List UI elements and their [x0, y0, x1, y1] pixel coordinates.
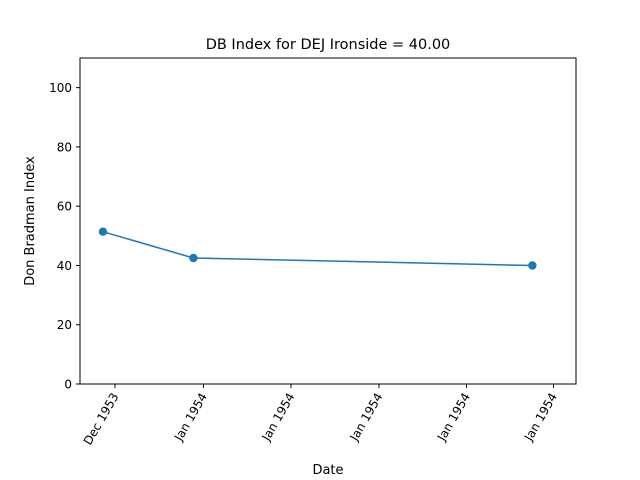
y-tick-label: 20 [57, 318, 72, 332]
y-axis-label: Don Bradman Index [23, 156, 38, 286]
x-axis-label: Date [312, 463, 343, 478]
y-axis-ticks: 0 20 40 60 80 100 [49, 81, 80, 392]
data-point [528, 261, 537, 270]
y-tick-label: 100 [49, 81, 72, 95]
data-point [98, 227, 108, 236]
y-tick-label: 80 [57, 140, 72, 154]
data-point [189, 253, 198, 263]
plot-frame [79, 57, 577, 385]
y-tick-label: 0 [64, 378, 72, 392]
y-tick-label: 40 [57, 259, 72, 273]
chart-title: DB Index for DEJ Ironside = 40.00 [206, 37, 451, 53]
y-tick-label: 60 [57, 200, 72, 214]
plot-area [98, 227, 537, 270]
